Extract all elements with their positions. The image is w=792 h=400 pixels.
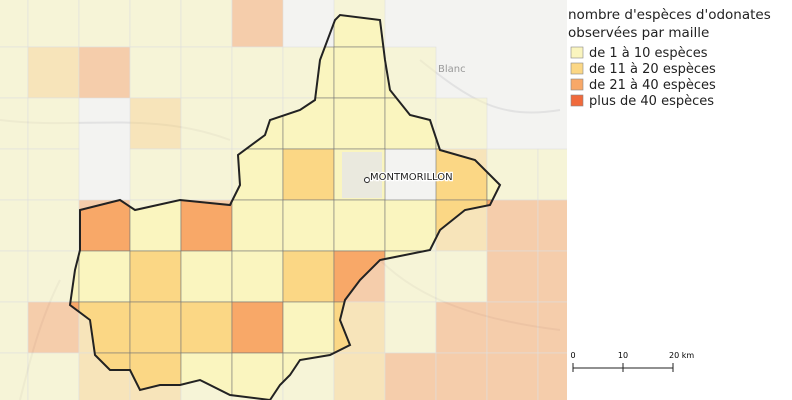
grid-cell — [180, 97, 233, 150]
grid-cell — [0, 148, 29, 201]
grid-cell — [486, 250, 539, 303]
grid-cell — [27, 199, 80, 252]
scale-label: 10 — [618, 351, 628, 360]
grid-cell — [27, 352, 80, 400]
grid-cell — [231, 301, 284, 354]
grid-cell — [231, 46, 284, 99]
grid-cell — [435, 301, 488, 354]
city-label: MONTMORILLON — [370, 172, 453, 183]
legend-label: de 1 à 10 espèces — [589, 46, 708, 61]
grid-cell — [486, 352, 539, 400]
grid-cell — [282, 199, 335, 252]
legend-swatch — [570, 94, 584, 107]
grid-cell — [27, 0, 80, 48]
grid-cell — [0, 46, 29, 99]
grid-cell — [27, 250, 80, 303]
legend-label: plus de 40 espèces — [589, 94, 714, 109]
grid-cell — [384, 199, 437, 252]
grid-cell — [384, 46, 437, 99]
grid-cell — [0, 0, 29, 48]
grid-cell — [486, 301, 539, 354]
grid-cell — [231, 250, 284, 303]
grid-cell — [27, 97, 80, 150]
grid-cell — [0, 352, 29, 400]
grid-cell — [486, 199, 539, 252]
city-dot — [364, 177, 370, 183]
grid-cell — [384, 301, 437, 354]
grid-cell — [333, 97, 386, 150]
grid-cell — [282, 148, 335, 201]
grid-cell — [129, 0, 182, 48]
grid-cell — [129, 250, 182, 303]
legend-swatch — [570, 46, 584, 59]
legend-title: observées par maille — [568, 25, 709, 41]
grid-cell — [384, 250, 437, 303]
scale-label: 0 — [570, 351, 575, 360]
grid-cell — [180, 199, 233, 252]
grid-cell — [129, 301, 182, 354]
city-area — [342, 152, 382, 198]
grid-cell — [129, 46, 182, 99]
legend-swatch — [570, 78, 584, 91]
grid-cell — [0, 301, 29, 354]
legend-label: de 11 à 20 espèces — [589, 62, 716, 77]
grid-cell — [282, 301, 335, 354]
legend-panel — [567, 0, 792, 400]
grid-cell — [231, 0, 284, 48]
grid-cell — [180, 250, 233, 303]
legend-label: de 21 à 40 espèces — [589, 78, 716, 93]
town-label: Blanc — [438, 64, 466, 75]
grid-cell — [78, 250, 131, 303]
grid-cell — [333, 46, 386, 99]
grid-cell — [0, 250, 29, 303]
grid-cell — [129, 97, 182, 150]
scale-bar: 0 10 20 km — [570, 351, 694, 372]
legend-swatch — [570, 62, 584, 75]
grid-cell — [129, 148, 182, 201]
grid-cell — [27, 301, 80, 354]
legend-title: nombre d'espèces d'odonates — [568, 7, 771, 23]
grid-cell — [27, 46, 80, 99]
grid-cell — [180, 148, 233, 201]
grid-cell — [231, 199, 284, 252]
grid-cell — [384, 352, 437, 400]
grid-cell — [435, 97, 488, 150]
grid-cell — [333, 352, 386, 400]
grid-cell — [27, 148, 80, 201]
scale-label: 20 km — [669, 351, 694, 360]
grid-cell — [435, 250, 488, 303]
grid-cell — [180, 0, 233, 48]
grid-cell — [180, 46, 233, 99]
grid-cell — [0, 199, 29, 252]
grid-cell — [435, 352, 488, 400]
grid-cell — [180, 301, 233, 354]
grid-cell — [78, 0, 131, 48]
grid-cell — [231, 148, 284, 201]
grid-cell — [78, 46, 131, 99]
grid-cell — [0, 97, 29, 150]
grid-cell — [333, 199, 386, 252]
grid-cell — [282, 250, 335, 303]
